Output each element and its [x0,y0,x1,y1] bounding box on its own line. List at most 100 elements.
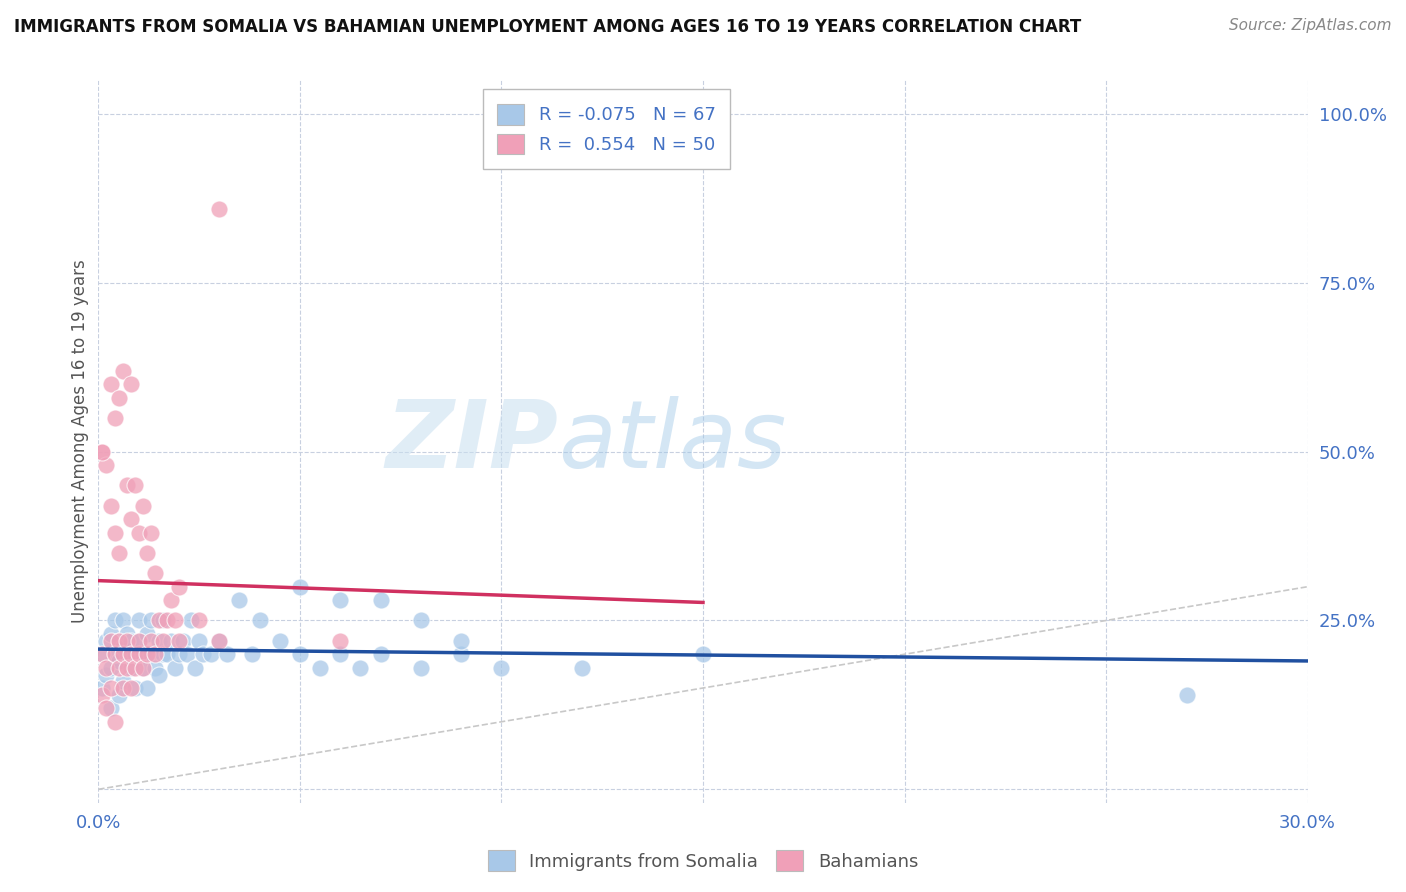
Point [120,633,142,648]
Point [329,593,352,607]
Point [288,580,311,594]
Point [167,580,190,594]
Point [184,661,207,675]
Point [148,614,170,628]
Y-axis label: Unemployment Among Ages 16 to 19 years: Unemployment Among Ages 16 to 19 years [70,260,89,624]
Point [96,667,118,681]
Point [120,681,142,695]
Point [176,647,198,661]
Point [91,444,114,458]
Point [450,647,472,661]
Point [100,701,122,715]
Point [200,647,222,661]
Point [96,661,118,675]
Point [249,614,271,628]
Point [240,647,263,661]
Point [96,701,118,715]
Point [128,614,150,628]
Point [692,647,714,661]
Point [91,688,114,702]
Point [152,633,174,648]
Point [115,478,138,492]
Point [111,681,134,695]
Point [107,661,129,675]
Point [124,661,146,675]
Point [228,593,250,607]
Point [143,566,166,581]
Point [208,633,231,648]
Point [152,614,174,628]
Point [329,647,352,661]
Point [148,633,170,648]
Point [132,499,155,513]
Point [329,633,352,648]
Point [370,647,392,661]
Point [309,661,332,675]
Point [111,674,134,689]
Point [370,593,392,607]
Point [91,647,114,661]
Point [115,647,138,661]
Point [160,633,183,648]
Point [120,512,142,526]
Point [139,647,162,661]
Point [193,647,215,661]
Point [167,647,190,661]
Point [120,661,142,675]
Text: IMMIGRANTS FROM SOMALIA VS BAHAMIAN UNEMPLOYMENT AMONG AGES 16 TO 19 YEARS CORRE: IMMIGRANTS FROM SOMALIA VS BAHAMIAN UNEM… [14,18,1081,36]
Point [139,614,162,628]
Point [160,593,183,607]
Point [91,444,114,458]
Point [111,647,134,661]
Point [172,633,194,648]
Point [148,667,170,681]
Point [124,647,146,661]
Text: Source: ZipAtlas.com: Source: ZipAtlas.com [1229,18,1392,33]
Point [100,627,122,641]
Point [96,633,118,648]
Point [409,661,432,675]
Point [107,546,129,560]
Point [103,714,125,729]
Point [132,661,155,675]
Point [156,647,179,661]
Point [107,391,129,405]
Point [111,614,134,628]
Point [139,525,162,540]
Point [450,633,472,648]
Point [120,377,142,392]
Point [163,614,186,628]
Point [132,661,155,675]
Point [115,633,138,648]
Point [124,681,146,695]
Legend: Immigrants from Somalia, Bahamians: Immigrants from Somalia, Bahamians [481,843,925,879]
Point [269,633,291,648]
Point [107,688,129,702]
Point [143,661,166,675]
Point [163,661,186,675]
Point [208,202,231,216]
Point [100,661,122,675]
Text: atlas: atlas [558,396,786,487]
Point [409,614,432,628]
Point [217,647,239,661]
Point [208,633,231,648]
Point [91,681,114,695]
Point [111,364,134,378]
Point [107,633,129,648]
Point [135,627,157,641]
Point [349,661,371,675]
Point [128,633,150,648]
Point [100,633,122,648]
Point [120,647,142,661]
Point [288,647,311,661]
Point [139,633,162,648]
Point [124,478,146,492]
Point [491,661,513,675]
Point [152,647,174,661]
Point [135,647,157,661]
Point [103,647,125,661]
Point [115,661,138,675]
Point [107,633,129,648]
Point [100,499,122,513]
